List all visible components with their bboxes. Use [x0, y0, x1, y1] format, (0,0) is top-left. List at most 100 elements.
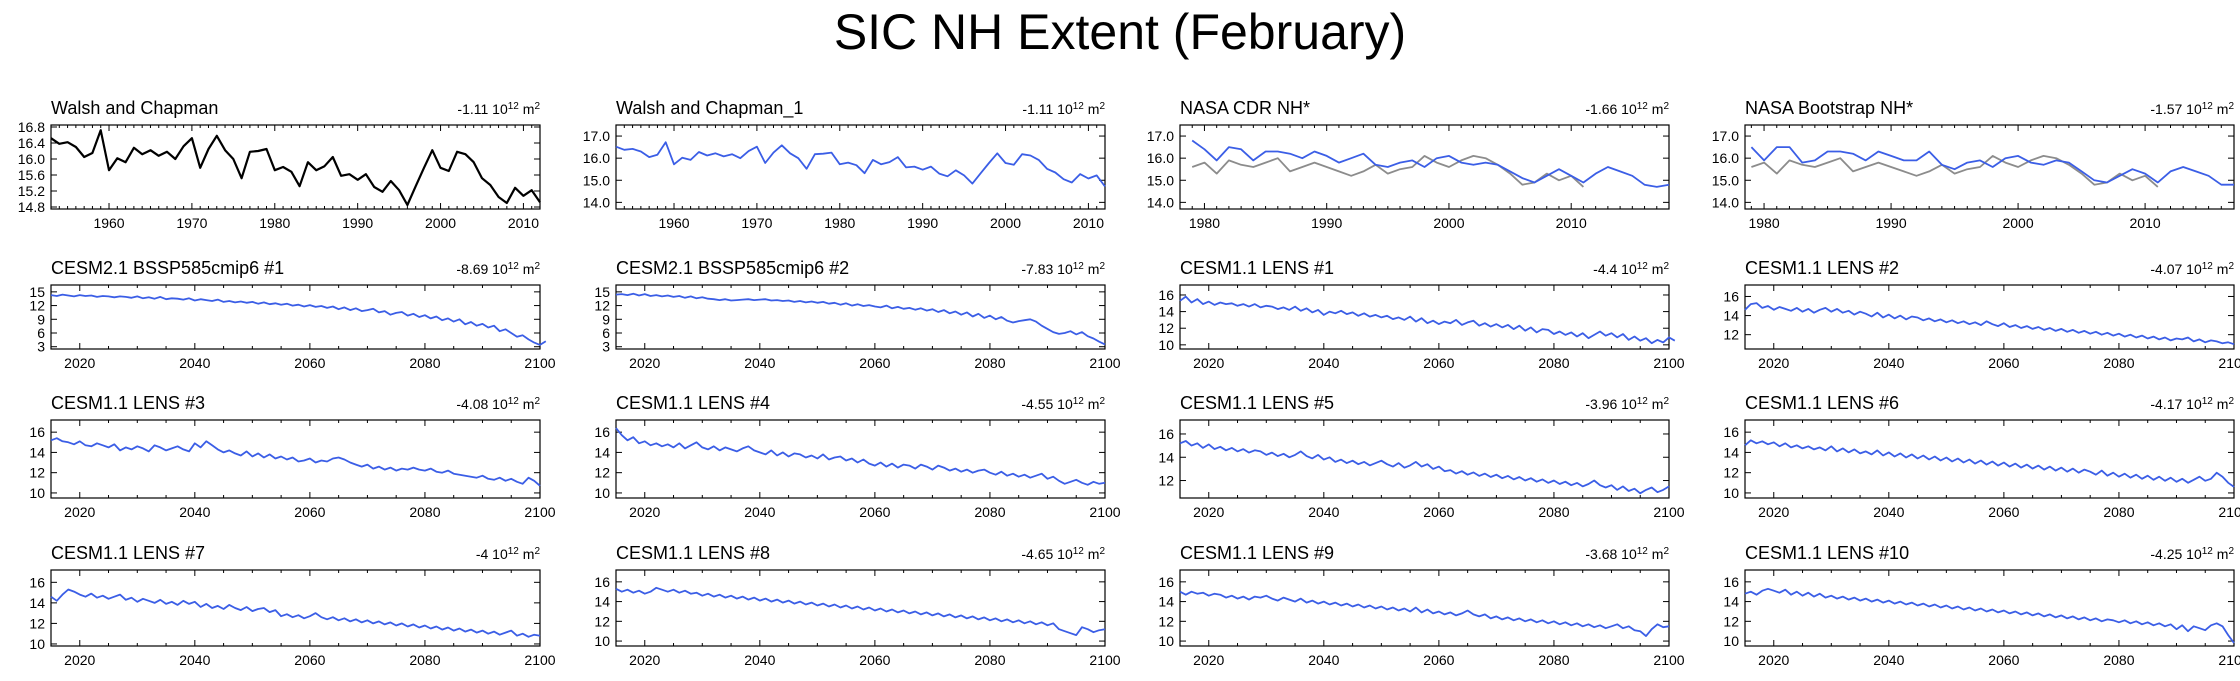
x-tick-label: 2080: [2103, 652, 2134, 668]
y-tick-label: 16: [1158, 287, 1174, 303]
y-tick-label: 3: [37, 339, 45, 355]
trend-unit-exponent: 2: [534, 546, 540, 557]
plot-frame: [615, 569, 1106, 647]
x-tick-label: 2060: [294, 355, 325, 371]
plot-frame: [615, 284, 1106, 350]
trend-value: -4.65 10: [1021, 546, 1073, 562]
trend-unit-exponent: 2: [2228, 261, 2234, 272]
trend-value: -1.11 10: [457, 101, 508, 117]
x-tick-label: 2040: [179, 355, 210, 371]
y-tick-label: 12: [594, 465, 610, 481]
y-tick-label: 17.0: [1147, 128, 1174, 144]
trend-unit: m: [2213, 396, 2229, 412]
x-tick-label: 2020: [1193, 652, 1224, 668]
y-tick-label: 17.0: [1712, 128, 1739, 144]
trend-unit-exponent: 2: [534, 396, 540, 407]
trend-exponent: 12: [1073, 261, 1085, 272]
series-line: [1744, 587, 2235, 644]
trend-label: -4.17 1012 m2: [2150, 396, 2234, 413]
x-tick-label: 2020: [1758, 652, 1789, 668]
y-tick-label: 12: [29, 298, 45, 314]
y-tick-label: 9: [37, 311, 45, 327]
trend-unit: m: [1648, 396, 1664, 412]
trend-exponent: 12: [508, 546, 520, 557]
x-tick-label: 2100: [2218, 652, 2240, 668]
chart-panel: Walsh and Chapman_1 -1.11 1012 m2 1960 1970…: [583, 98, 1106, 231]
trend-exponent: 12: [2202, 261, 2214, 272]
x-tick-label: 2020: [64, 652, 95, 668]
x-tick-label: 2000: [2002, 215, 2033, 231]
x-tick-label: 2040: [1308, 504, 1339, 520]
x-tick-label: 2040: [1308, 652, 1339, 668]
trend-value: -1.57 10: [2150, 101, 2202, 117]
y-tick-label: 16.0: [18, 151, 45, 167]
trend-unit: m: [1648, 261, 1664, 277]
trend-label: -4.25 1012 m2: [2150, 546, 2234, 563]
trend-unit: m: [2213, 101, 2229, 117]
trend-unit-exponent: 2: [1663, 261, 1669, 272]
x-tick-label: 2080: [409, 355, 440, 371]
panel-title: Walsh and Chapman_1: [616, 98, 803, 119]
chart-panel: NASA CDR NH* -1.66 1012 m2 1980 1990 2000 201…: [1147, 98, 1670, 231]
x-tick-label: 2060: [859, 355, 890, 371]
y-tick-label: 16: [1723, 288, 1739, 304]
trend-exponent: 12: [1073, 546, 1085, 557]
x-tick-label: 2100: [524, 355, 555, 371]
trend-unit-exponent: 2: [534, 261, 540, 272]
trend-exponent: 12: [1637, 396, 1649, 407]
x-tick-label: 2040: [744, 355, 775, 371]
x-tick-label: 2060: [1423, 504, 1454, 520]
y-tick-label: 16: [594, 574, 610, 590]
y-tick-label: 10: [29, 485, 45, 501]
x-tick-label: 2060: [294, 652, 325, 668]
y-tick-label: 16: [594, 424, 610, 440]
y-tick-label: 14: [594, 594, 610, 610]
x-tick-label: 2080: [974, 355, 1005, 371]
trend-label: -4.4 1012 m2: [1593, 261, 1669, 278]
x-tick-label: 2020: [1193, 355, 1224, 371]
y-tick-label: 6: [602, 325, 610, 341]
plot-frame: [615, 419, 1106, 499]
series-line: [615, 427, 1106, 486]
trend-value: -3.96 10: [1585, 396, 1637, 412]
trend-exponent: 12: [508, 396, 520, 407]
x-tick-label: 2100: [1089, 504, 1120, 520]
trend-value: -4.17 10: [2150, 396, 2202, 412]
y-tick-label: 15.2: [18, 183, 45, 199]
y-tick-label: 12: [1158, 320, 1174, 336]
x-tick-label: 2100: [2218, 504, 2240, 520]
x-tick-label: 1980: [1748, 215, 1779, 231]
y-tick-label: 16.4: [18, 135, 45, 151]
page-title: SIC NH Extent (February): [833, 4, 1407, 60]
plot-frame: [1179, 419, 1670, 499]
trend-label: -8.69 1012 m2: [456, 261, 540, 278]
trend-unit: m: [1084, 261, 1100, 277]
x-tick-label: 2040: [744, 652, 775, 668]
y-tick-label: 15: [594, 284, 610, 300]
x-tick-label: 2020: [64, 504, 95, 520]
trend-unit-exponent: 2: [1663, 396, 1669, 407]
y-tick-label: 12: [1723, 613, 1739, 629]
x-tick-label: 2000: [990, 215, 1021, 231]
y-tick-label: 16: [1158, 574, 1174, 590]
trend-label: -4.65 1012 m2: [1021, 546, 1105, 563]
trend-label: -3.68 1012 m2: [1585, 546, 1669, 563]
x-tick-label: 2100: [1653, 355, 1684, 371]
trend-label: -1.66 1012 m2: [1585, 101, 1669, 118]
trend-value: -1.66 10: [1585, 101, 1637, 117]
panel-title: CESM1.1 LENS #9: [1180, 543, 1334, 563]
trend-label: -4.07 1012 m2: [2150, 261, 2234, 278]
y-tick-label: 14: [1723, 308, 1739, 324]
plot-frame: [50, 569, 541, 647]
trend-unit: m: [519, 546, 535, 562]
trend-value: -3.68 10: [1585, 546, 1637, 562]
panel-title: CESM1.1 LENS #3: [51, 393, 205, 413]
chart-panel: CESM2.1 BSSP585cmip6 #1 -8.69 1012 m22020…: [29, 258, 555, 371]
x-tick-label: 2080: [409, 652, 440, 668]
trend-value: -4.55 10: [1021, 396, 1073, 412]
trend-unit-exponent: 2: [534, 101, 540, 112]
x-tick-label: 2100: [524, 652, 555, 668]
